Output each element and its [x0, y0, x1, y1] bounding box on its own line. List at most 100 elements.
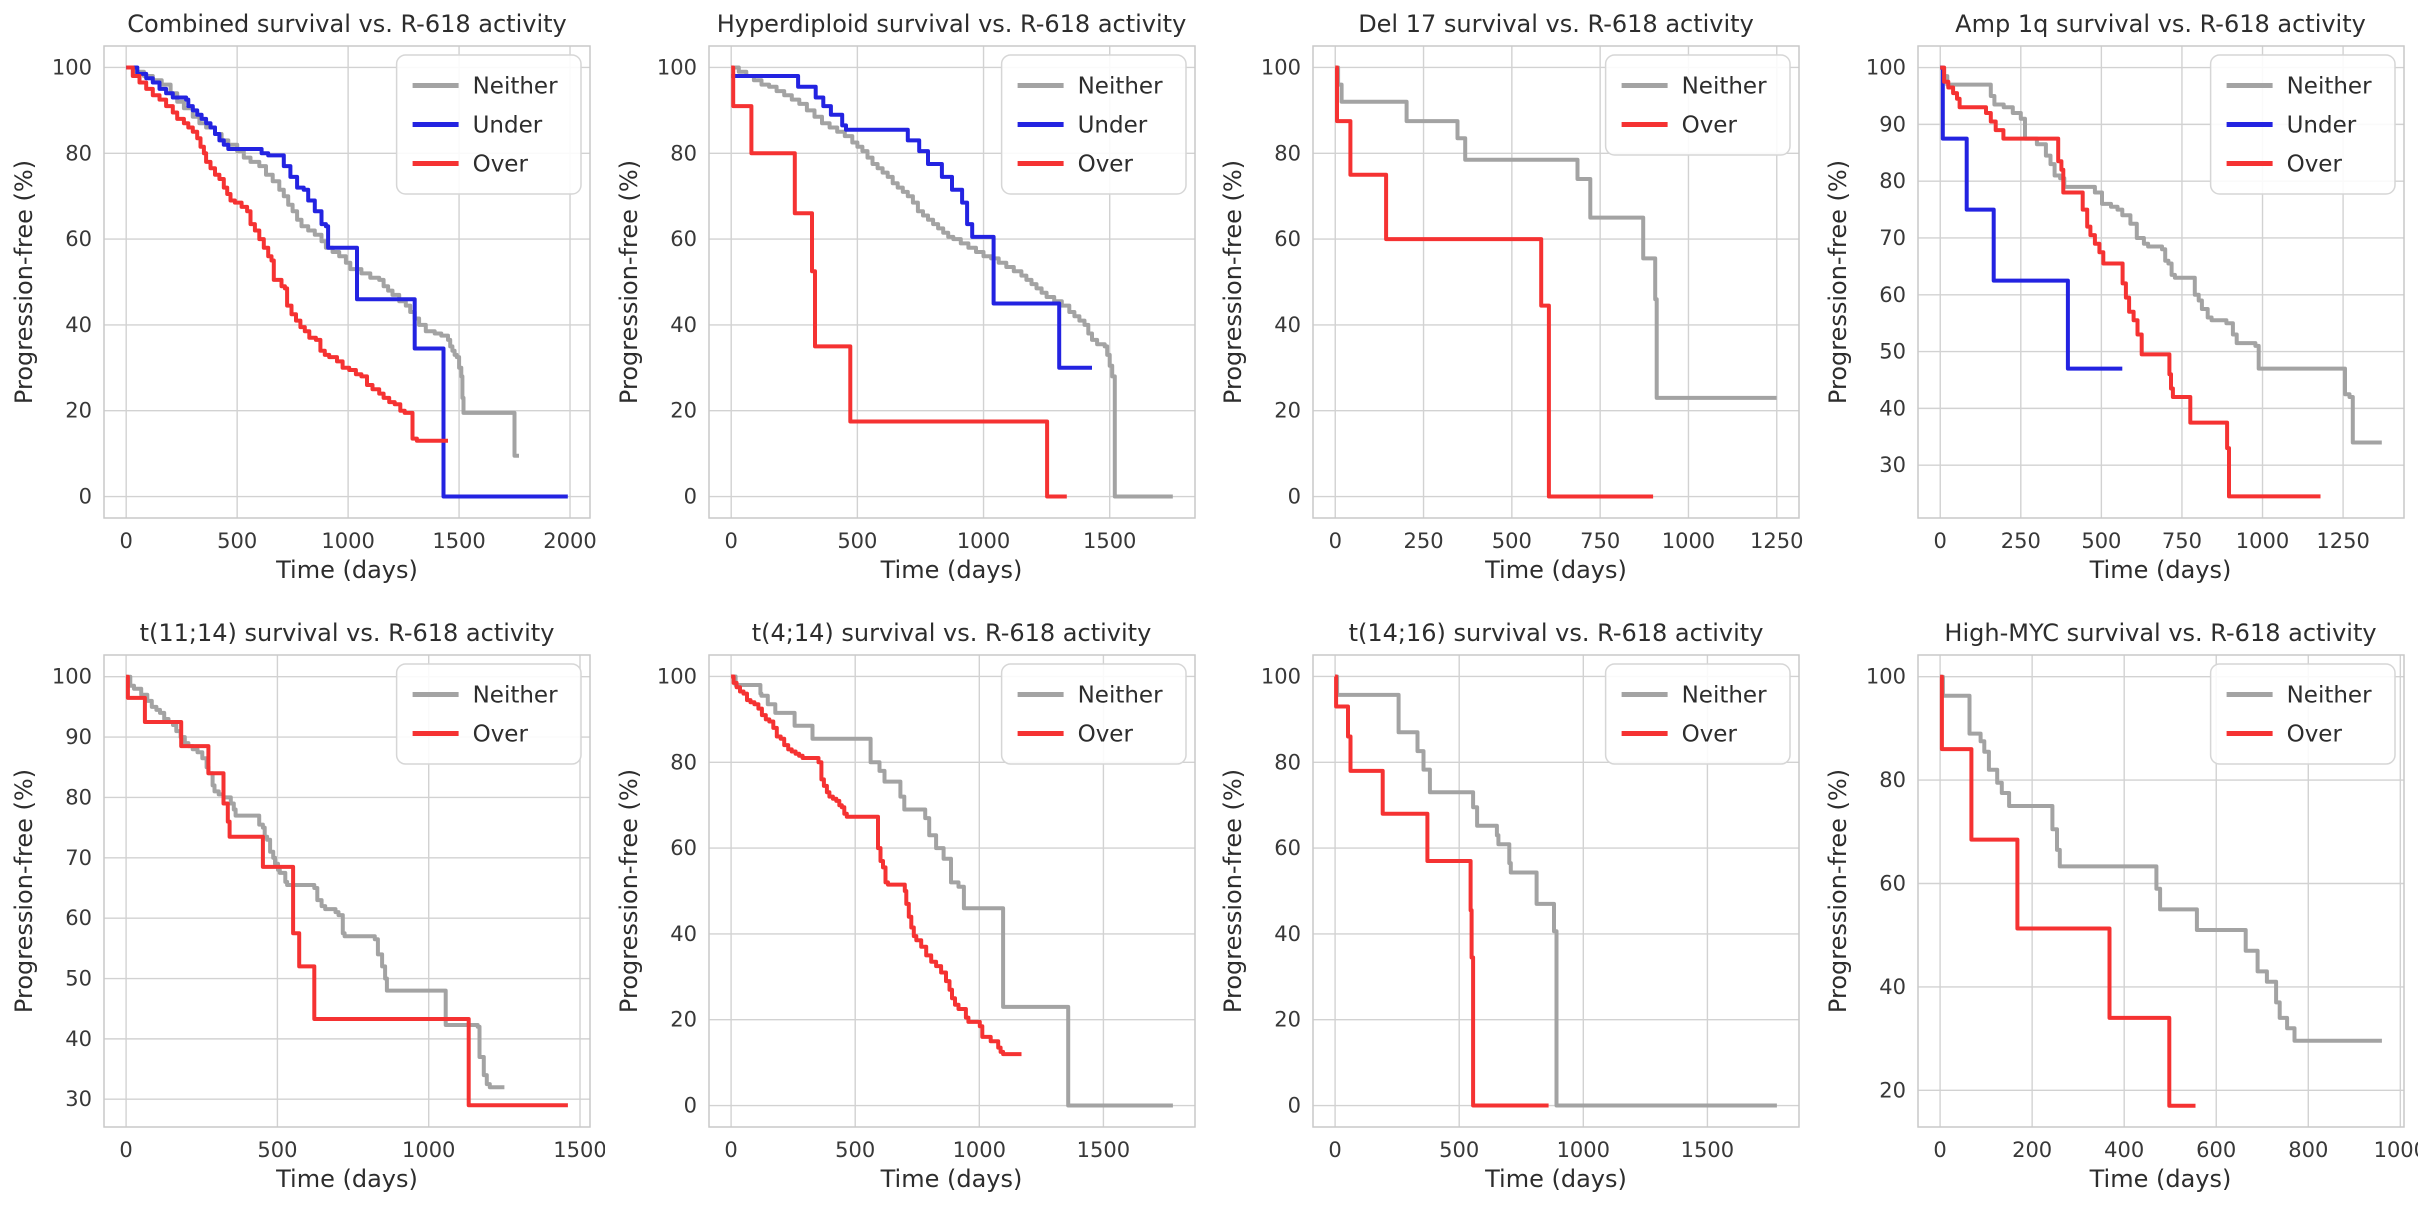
chart-title: t(14;16) survival vs. R-618 activity	[1348, 619, 1764, 647]
legend: Neither Over	[2209, 663, 2396, 765]
y-tick-label: 80	[1274, 750, 1301, 774]
x-tick-label: 250	[2000, 529, 2040, 553]
tick-labels: 0 250 500 750 1000 1250 30 40 50 60 70 80 90 100	[1865, 56, 2369, 553]
x-tick-label: 500	[217, 529, 257, 553]
x-tick-label: 0	[119, 1138, 132, 1162]
legend-label-over: Over	[473, 152, 529, 178]
y-tick-label: 0	[1288, 485, 1301, 509]
legend: Neither Over	[1000, 663, 1187, 765]
plot-area: 0 250 500 750 1000 1250 0 20 40 60 80 100 Neither Ove…	[1261, 45, 1804, 553]
subplot-high-myc: 0200400600800100020406080100NeitherOver …	[1814, 609, 2418, 1218]
x-tick-label: 1000	[1557, 1138, 1610, 1162]
y-axis-label: Progression-free (%)	[614, 159, 643, 405]
y-tick-label: 40	[1274, 922, 1301, 946]
y-tick-label: 0	[1288, 1094, 1301, 1118]
y-axis-label: Progression-free (%)	[1219, 159, 1247, 405]
x-tick-label: 0	[1933, 529, 1946, 553]
chart-title: Del 17 survival vs. R-618 activity	[1358, 10, 1754, 38]
y-tick-label: 30	[1879, 453, 1906, 477]
legend: Neither Under Over	[1000, 54, 1187, 195]
y-tick-label: 0	[683, 485, 696, 509]
x-tick-label: 1250	[2316, 529, 2369, 553]
y-tick-label: 80	[65, 141, 92, 165]
series-over	[730, 674, 1021, 1057]
legend-box	[1604, 663, 1791, 765]
tick-labels: 0 250 500 750 1000 1250 0 20 40 60 80 100	[1261, 55, 1804, 553]
chart-title: t(4;14) survival vs. R-618 activity	[751, 619, 1152, 647]
legend-label-under: Under	[2286, 113, 2356, 139]
series-neither	[1335, 65, 1777, 400]
y-tick-label: 100	[1261, 55, 1301, 79]
y-tick-label: 80	[1879, 768, 1906, 792]
subplot-t4-14: 0 500 1000 1500 0 20 40 60 80 100 Neither Over t(4;…	[605, 609, 1210, 1218]
y-tick-label: 90	[1879, 112, 1906, 136]
tick-labels: 0 500 1000 1500 0 20 40 60 80 100	[656, 55, 1136, 553]
x-tick-label: 1250	[1750, 529, 1803, 553]
y-tick-label: 90	[65, 725, 92, 749]
series-under	[730, 74, 1092, 370]
y-tick-label: 100	[52, 55, 92, 79]
tick-labels: 0 500 1000 1500 30 40 50 60 70 80 90 100	[52, 665, 605, 1162]
y-tick-label: 100	[656, 55, 696, 79]
x-tick-label: 1000	[321, 529, 374, 553]
legend-label-neither: Neither	[1682, 683, 1767, 709]
y-tick-label: 60	[1274, 836, 1301, 860]
x-tick-label: 0	[1328, 1138, 1341, 1162]
plot-area: 0 250 500 750 1000 1250 30 40 50 60 70 80 90 100 Neith…	[1865, 45, 2405, 553]
y-tick-label: 60	[670, 836, 697, 860]
y-tick-label: 70	[65, 846, 92, 870]
x-axis-label: Time (days)	[276, 1165, 418, 1193]
axes-spines	[1312, 45, 1800, 519]
chart-title: Combined survival vs. R-618 activity	[127, 10, 567, 38]
subplot-del17: 0 250 500 750 1000 1250 0 20 40 60 80 100 Neither Ove…	[1209, 0, 1814, 609]
y-tick-label: 60	[1879, 872, 1906, 896]
y-tick-label: 40	[1879, 975, 1906, 999]
axes-spines	[103, 45, 591, 519]
y-tick-label: 20	[670, 1008, 697, 1032]
x-axis-label: Time (days)	[2089, 556, 2232, 584]
legend: Neither Over	[1604, 663, 1791, 765]
x-axis-label: Time (days)	[2089, 1165, 2232, 1193]
legend-label-neither: Neither	[2286, 74, 2371, 100]
y-tick-label: 40	[1274, 313, 1301, 337]
gridlines	[708, 46, 1195, 518]
y-tick-label: 70	[1879, 226, 1906, 250]
subplot-t14-16: 0 500 1000 1500 0 20 40 60 80 100 Neither Over t(14…	[1209, 609, 1814, 1218]
x-tick-label: 0	[724, 529, 737, 553]
y-tick-label: 30	[65, 1087, 92, 1111]
x-tick-label: 1500	[553, 1138, 604, 1162]
x-axis-label: Time (days)	[1485, 1165, 1627, 1193]
plot-area: 0 500 1000 1500 0 20 40 60 80 100 Neither Under Over	[656, 45, 1196, 553]
series-neither	[730, 674, 1173, 1108]
legend: Neither Over	[395, 663, 582, 765]
legend-box	[2209, 54, 2396, 195]
y-tick-label: 80	[670, 141, 697, 165]
tick-labels: 0 500 1000 1500 0 20 40 60 80 100	[1261, 664, 1734, 1162]
plot-area: 0 500 1000 1500 0 20 40 60 80 100 Neither Over	[656, 654, 1196, 1162]
series-over	[730, 65, 1067, 499]
y-tick-label: 50	[65, 967, 92, 991]
x-tick-label: 500	[1439, 1138, 1479, 1162]
x-tick-label: 0	[1329, 529, 1342, 553]
y-tick-label: 60	[670, 227, 697, 251]
x-axis-label: Time (days)	[880, 556, 1023, 584]
axes-spines	[707, 45, 1196, 519]
x-tick-label: 1000	[2235, 529, 2288, 553]
y-tick-label: 20	[1274, 1008, 1301, 1032]
x-axis-label: Time (days)	[1485, 556, 1627, 584]
y-tick-label: 100	[1261, 664, 1301, 688]
x-tick-label: 500	[2081, 529, 2121, 553]
legend: Neither Under Over	[395, 54, 582, 195]
chart-title: High-MYC survival vs. R-618 activity	[1944, 619, 2377, 647]
axes-spines	[103, 654, 591, 1128]
series-neither	[730, 65, 1173, 499]
legend-label-over: Over	[1077, 722, 1133, 748]
y-axis-label: Progression-free (%)	[10, 159, 38, 405]
y-tick-label: 40	[670, 922, 697, 946]
y-tick-label: 60	[65, 906, 92, 930]
y-axis-label: Progression-free (%)	[1219, 768, 1247, 1014]
x-tick-label: 1500	[432, 529, 485, 553]
y-tick-label: 0	[79, 485, 92, 509]
y-tick-label: 40	[65, 313, 92, 337]
